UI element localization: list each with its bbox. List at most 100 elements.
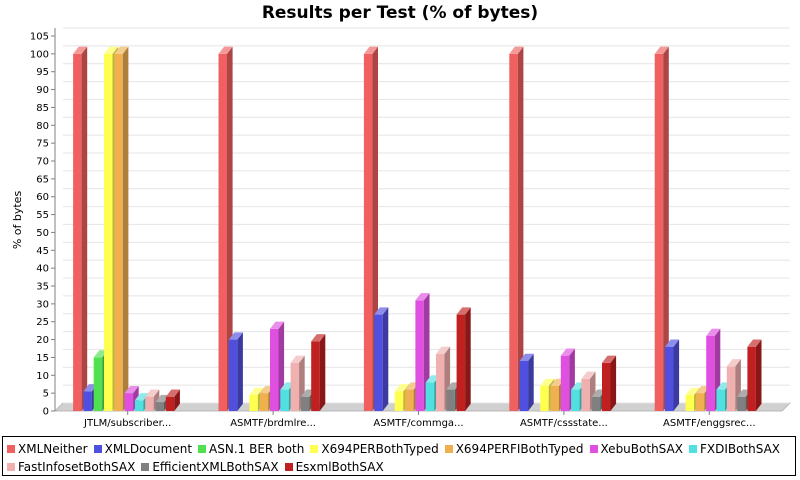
y-tick-label: 75 bbox=[36, 139, 49, 150]
bar-front bbox=[93, 357, 103, 411]
bar-front bbox=[280, 389, 289, 411]
legend-item: X694PERFIBothTyped bbox=[444, 440, 584, 458]
bar-front bbox=[259, 393, 269, 411]
x-tick-label: JTLM/subscriber... bbox=[83, 418, 171, 429]
bar-side bbox=[122, 46, 129, 412]
bar bbox=[747, 339, 762, 411]
y-tick-label: 20 bbox=[36, 335, 49, 346]
bar-side bbox=[517, 46, 524, 412]
y-tick-label: 105 bbox=[30, 32, 49, 43]
bar bbox=[602, 355, 617, 411]
x-tick-label: ASMTF/cssstate... bbox=[520, 418, 608, 429]
bar-front bbox=[716, 389, 725, 411]
legend-item: EfficientXMLBothSAX bbox=[141, 458, 279, 476]
legend-label: FXDIBothSAX bbox=[699, 442, 781, 456]
y-tick-label: 25 bbox=[36, 317, 49, 328]
bar-top bbox=[560, 348, 575, 356]
bar bbox=[218, 46, 233, 412]
bar-front bbox=[509, 53, 518, 411]
legend-item: FXDIBothSAX bbox=[688, 440, 781, 458]
bar-front bbox=[228, 339, 238, 411]
bar bbox=[114, 46, 129, 412]
bar-front bbox=[218, 53, 227, 411]
bar bbox=[311, 334, 326, 411]
bar-top bbox=[374, 307, 389, 315]
bar-top bbox=[134, 393, 149, 401]
y-tick-label: 40 bbox=[36, 264, 49, 275]
legend-item: XMLDocument bbox=[93, 440, 192, 458]
chart-title: Results per Test (% of bytes) bbox=[262, 3, 538, 23]
bar-top bbox=[581, 371, 596, 379]
bar-top bbox=[145, 389, 160, 397]
bar-top bbox=[747, 339, 762, 347]
legend-label: FastInfosetBothSAX bbox=[18, 460, 136, 474]
legend-label: ASN.1 BER both bbox=[209, 442, 305, 456]
legend-swatch bbox=[284, 463, 293, 471]
bar bbox=[519, 353, 534, 411]
bar-top bbox=[104, 46, 119, 54]
bar-top bbox=[665, 339, 680, 347]
y-tick-label: 50 bbox=[36, 228, 49, 239]
bar-front bbox=[405, 389, 414, 411]
bar-top bbox=[394, 384, 409, 392]
y-tick-label: 80 bbox=[36, 121, 49, 132]
bar bbox=[509, 46, 524, 412]
legend-swatch bbox=[198, 445, 207, 453]
y-tick-label: 65 bbox=[36, 174, 49, 185]
bar-top bbox=[228, 332, 243, 340]
bar-side bbox=[319, 334, 326, 411]
legend-label: EfficientXMLBothSAX bbox=[152, 460, 279, 474]
bar-side bbox=[755, 339, 762, 411]
y-tick-label: 0 bbox=[43, 407, 49, 418]
bar-top bbox=[415, 293, 430, 301]
y-tick-label: 5 bbox=[43, 389, 49, 400]
bar bbox=[145, 389, 160, 411]
bar-side bbox=[174, 389, 180, 411]
bar bbox=[654, 46, 669, 412]
legend-label: XebuBothSAX bbox=[600, 442, 683, 456]
bar-top bbox=[602, 355, 617, 363]
bar-side bbox=[663, 46, 669, 412]
y-tick-label: 45 bbox=[36, 246, 49, 257]
bar-side bbox=[81, 46, 88, 412]
bar-side bbox=[610, 355, 617, 411]
bar-front bbox=[456, 314, 466, 411]
bar-top bbox=[290, 355, 305, 363]
bar-front bbox=[519, 361, 529, 411]
bar-front bbox=[665, 346, 674, 411]
bar-front bbox=[311, 341, 320, 411]
bar-front bbox=[270, 328, 279, 411]
bar-top bbox=[509, 46, 524, 54]
bar bbox=[456, 307, 471, 411]
y-tick-label: 55 bbox=[36, 210, 49, 221]
y-tick-label: 70 bbox=[36, 157, 49, 168]
bar-front bbox=[747, 346, 756, 411]
bar-front bbox=[290, 362, 300, 411]
x-tick-label: ASMTF/commga... bbox=[373, 418, 463, 429]
bar-front bbox=[446, 389, 455, 411]
legend-item: EsxmlBothSAX bbox=[284, 458, 384, 476]
bar-top bbox=[540, 378, 555, 386]
bar-front bbox=[104, 53, 113, 411]
bar-top bbox=[249, 387, 264, 395]
bar-top bbox=[165, 389, 180, 397]
bar-top bbox=[706, 328, 721, 336]
y-tick-label: 35 bbox=[36, 282, 49, 293]
legend: XMLNeither XMLDocument ASN.1 BER both X694P… bbox=[2, 436, 796, 476]
bar-top bbox=[124, 385, 139, 394]
bar-front bbox=[425, 382, 435, 411]
bar-side bbox=[382, 307, 389, 411]
bar-front bbox=[165, 396, 175, 411]
legend-swatch bbox=[141, 463, 150, 471]
bar-side bbox=[528, 353, 534, 411]
bar-front bbox=[685, 394, 695, 411]
bar-side bbox=[673, 339, 680, 411]
bar-front bbox=[602, 362, 611, 411]
legend-swatch bbox=[93, 445, 102, 453]
bar-front bbox=[415, 300, 424, 411]
legend-item: FastInfosetBothSAX bbox=[7, 458, 135, 476]
bar-front bbox=[726, 366, 736, 411]
bar-front bbox=[571, 389, 580, 411]
legend-label: XMLNeither bbox=[18, 442, 88, 456]
bar-front bbox=[394, 391, 404, 411]
